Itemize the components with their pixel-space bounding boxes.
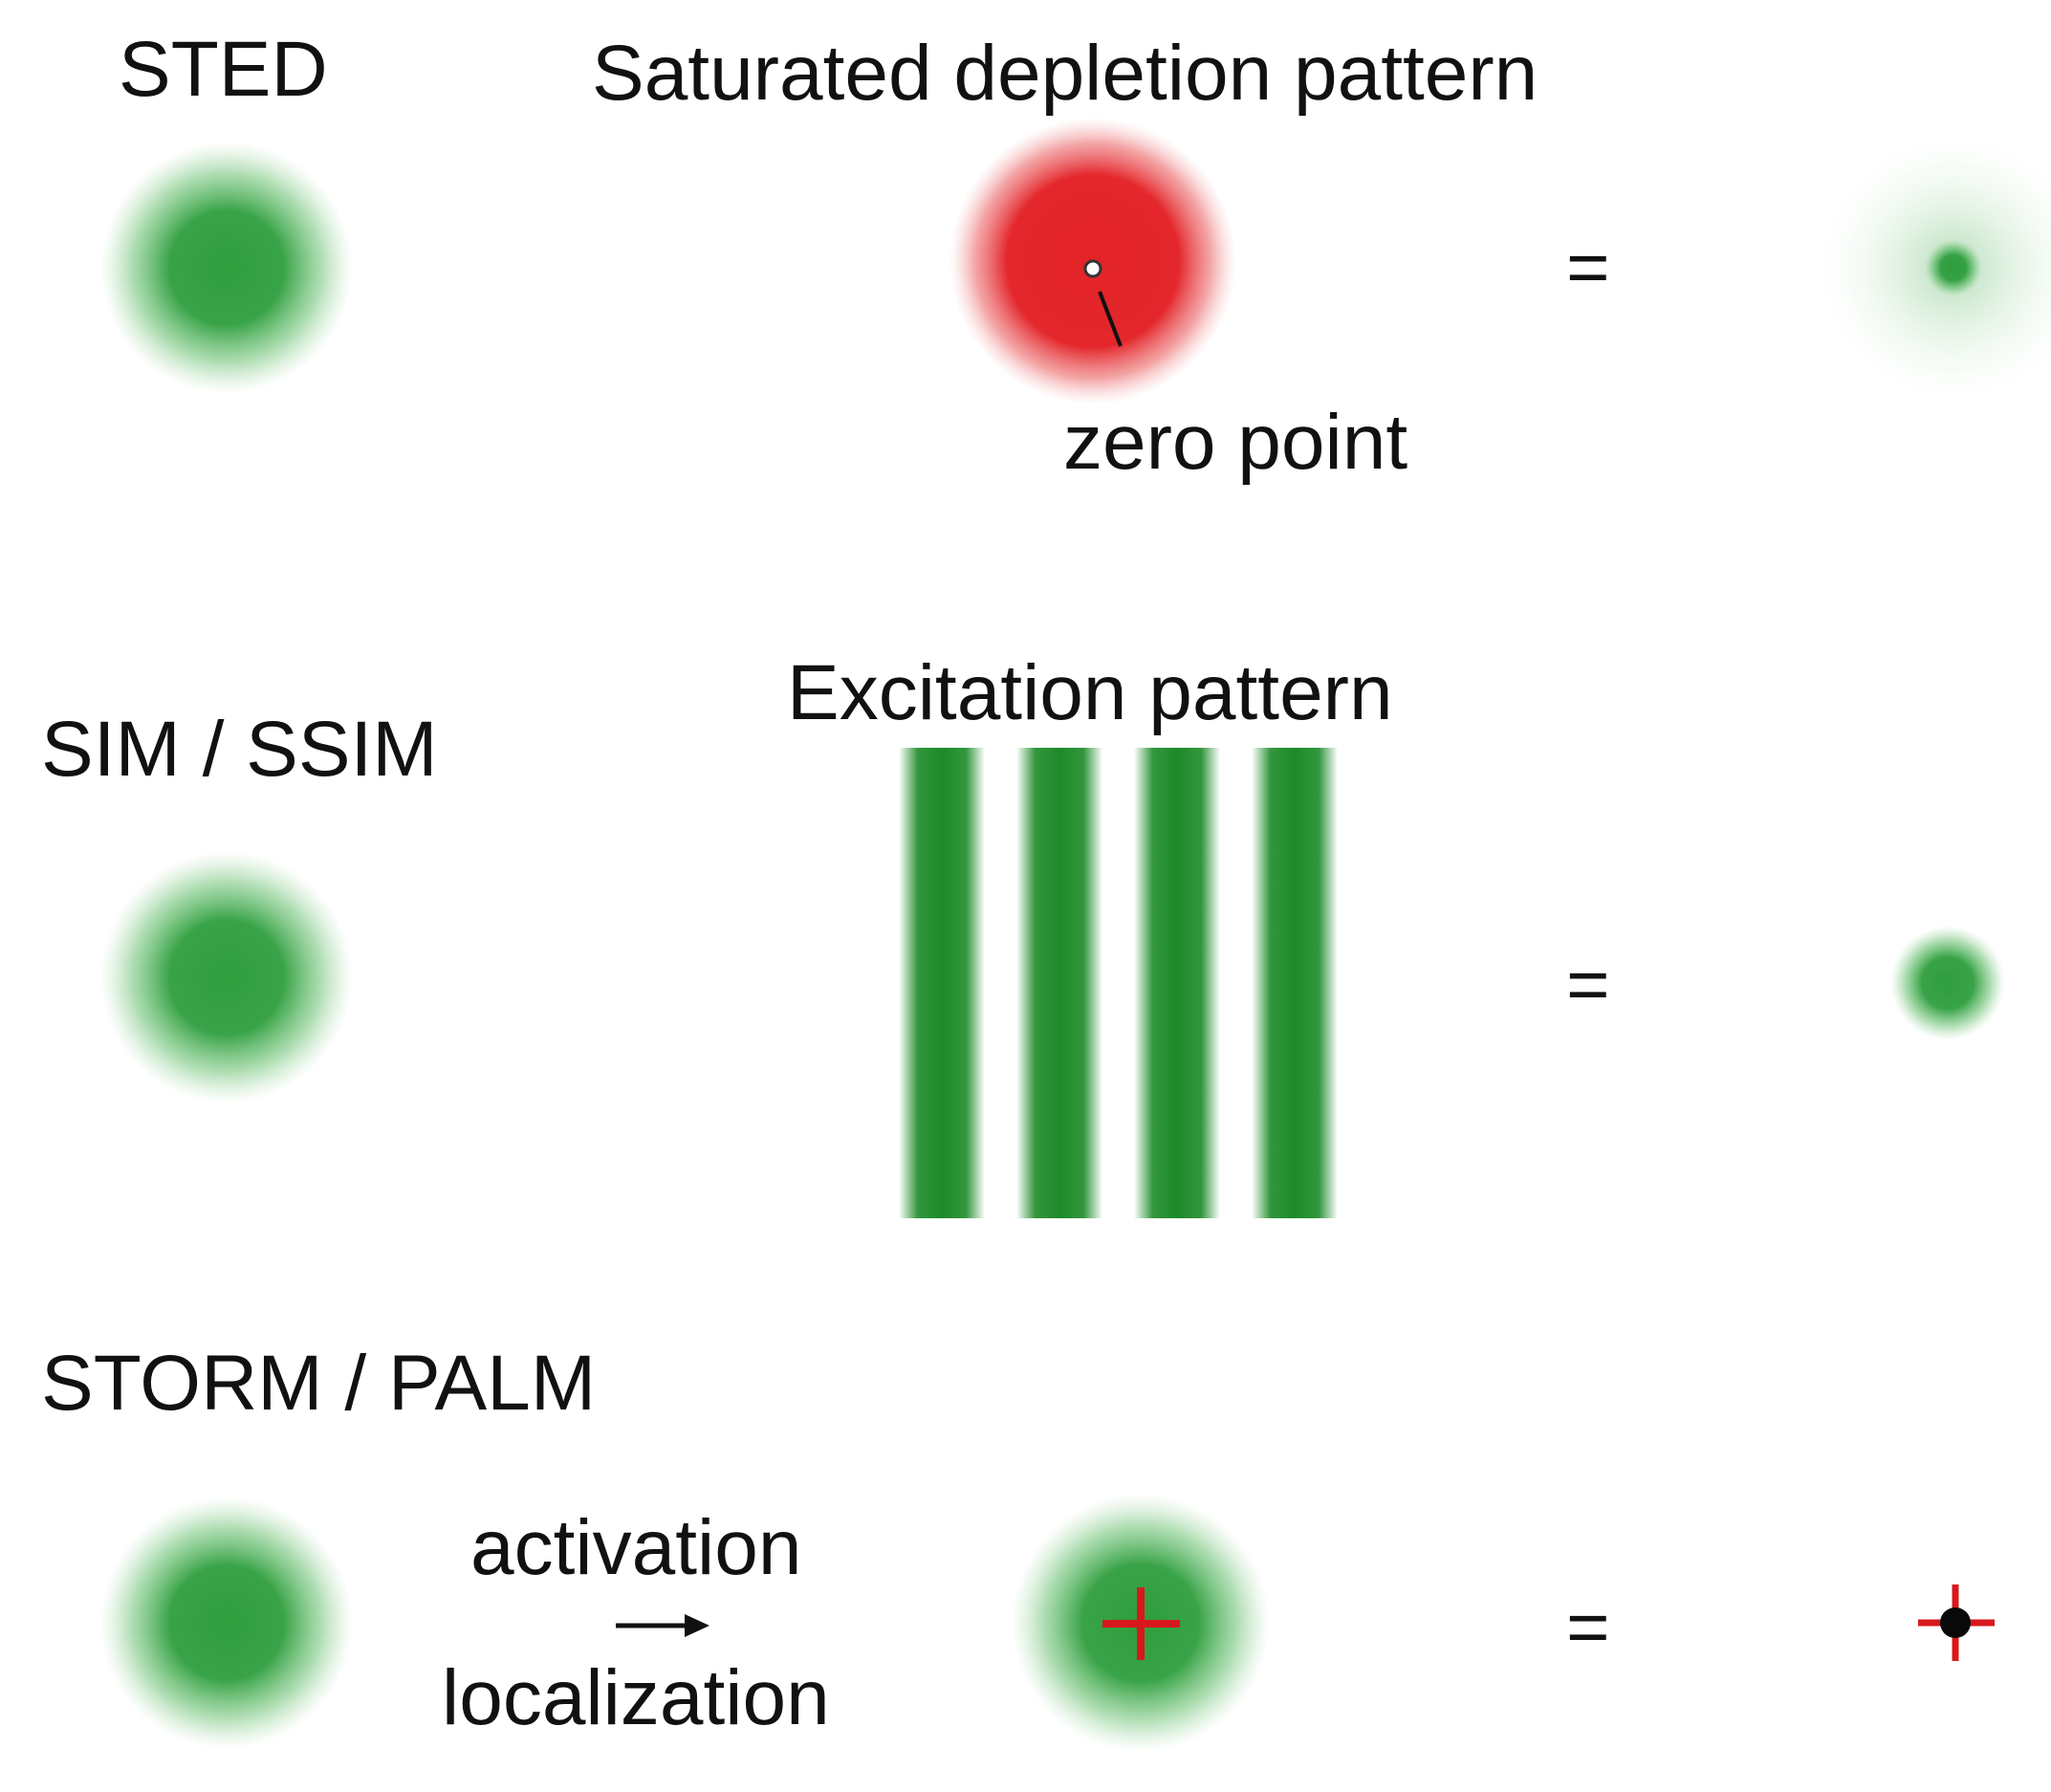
storm-result-marker (1918, 1584, 1995, 1661)
excitation-stripe-2 (1016, 748, 1102, 1218)
storm-equals-sign: = (1566, 1584, 1610, 1669)
zero-point-label: zero point (1063, 399, 1408, 486)
storm-label: STORM / PALM (41, 1340, 597, 1427)
sim-psf-spot (100, 851, 353, 1104)
sted-result-spot (1925, 239, 1982, 296)
sim-result-spot (1890, 926, 2005, 1040)
sim-equals-sign: = (1566, 942, 1610, 1026)
sted-psf-spot (100, 142, 353, 394)
excitation-stripes (899, 748, 1338, 1218)
sted-equals-sign: = (1566, 225, 1610, 309)
localization-label: localization (442, 1654, 830, 1741)
sim-label: SIM / SSIM (41, 706, 438, 793)
excitation-stripe-1 (899, 748, 985, 1218)
activation-label: activation (470, 1504, 802, 1591)
localization-cross (1102, 1587, 1180, 1660)
zero-point-marker (1083, 259, 1102, 278)
excitation-stripe-3 (1134, 748, 1220, 1218)
activation-arrow (616, 1614, 709, 1637)
sted-label: STED (119, 26, 328, 113)
excitation-pattern-title: Excitation pattern (787, 649, 1393, 736)
zero-point-pointer (1098, 291, 1123, 347)
storm-psf-spot (100, 1497, 353, 1749)
depletion-pattern-title: Saturated depletion pattern (592, 30, 1538, 117)
excitation-stripe-4 (1252, 748, 1338, 1218)
